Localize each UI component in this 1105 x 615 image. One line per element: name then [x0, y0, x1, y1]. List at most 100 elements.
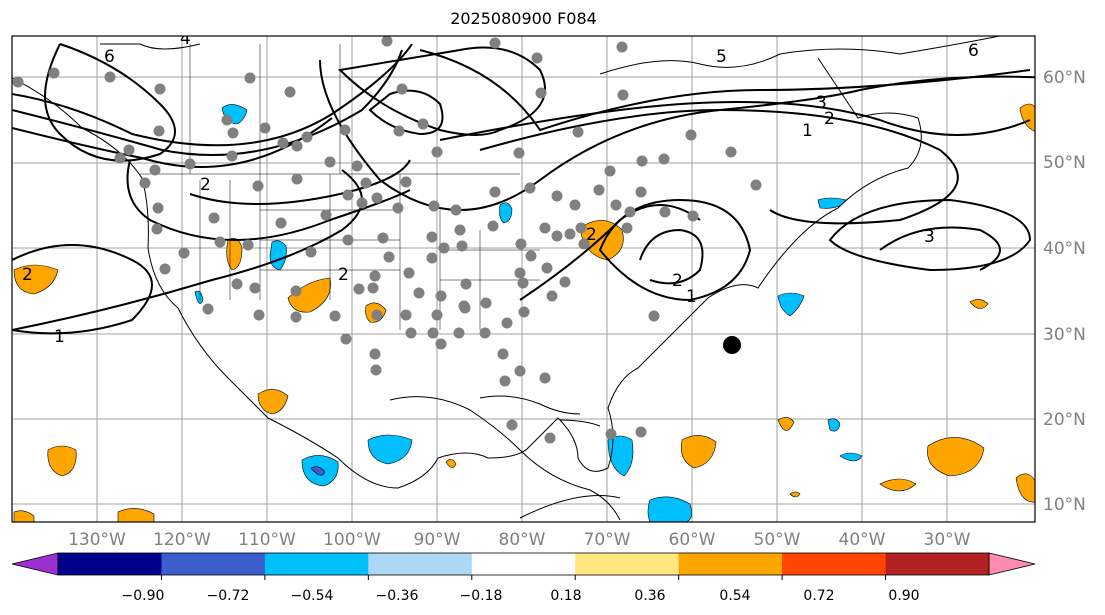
station-marker — [578, 238, 590, 250]
station-marker — [342, 189, 354, 201]
station-marker — [284, 86, 296, 98]
lon-labels: 130°W 120°W 110°W 100°W 90°W 80°W 70°W 6… — [68, 530, 971, 550]
contour-label: 3 — [924, 227, 935, 247]
station-marker — [320, 209, 332, 221]
station-marker — [149, 164, 161, 176]
station-marker — [454, 224, 466, 236]
contour-label: 2 — [672, 271, 683, 291]
station-marker — [546, 290, 558, 302]
station-marker — [48, 67, 60, 79]
station-marker — [687, 210, 699, 222]
station-marker — [535, 87, 547, 99]
station-marker — [539, 372, 551, 384]
station-marker — [489, 186, 501, 198]
station-marker — [413, 287, 425, 299]
station-marker — [435, 338, 447, 350]
station-marker — [154, 83, 166, 95]
station-marker — [480, 297, 492, 309]
station-marker — [525, 250, 537, 262]
station-marker — [456, 240, 468, 252]
station-marker — [227, 127, 239, 139]
map-title: 2025080900 F084 — [450, 9, 597, 28]
lon-label: 90°W — [414, 530, 461, 550]
lon-label: 60°W — [669, 530, 716, 550]
station-marker — [514, 365, 526, 377]
station-marker — [12, 76, 24, 88]
lat-label: 30°N — [1043, 325, 1086, 345]
station-marker — [648, 310, 660, 322]
station-marker — [427, 327, 439, 339]
station-marker — [249, 282, 261, 294]
colorbar-extend-low — [11, 552, 59, 576]
station-marker — [178, 247, 190, 259]
station-marker — [593, 184, 605, 196]
station-marker — [305, 246, 317, 258]
station-marker — [221, 114, 233, 126]
station-marker — [329, 310, 341, 322]
station-marker — [539, 222, 551, 234]
station-marker — [383, 251, 395, 263]
colorbar-tick-label: 0.54 — [719, 588, 750, 604]
lat-label: 20°N — [1043, 410, 1086, 430]
lon-label: 110°W — [238, 530, 296, 550]
station-marker — [371, 192, 383, 204]
station-marker — [291, 173, 303, 185]
coastlines — [12, 36, 1003, 521]
station-marker — [353, 283, 365, 295]
station-marker — [564, 228, 576, 240]
station-marker — [400, 309, 412, 321]
station-marker — [417, 118, 429, 130]
lon-label: 80°W — [499, 530, 546, 550]
station-marker — [324, 156, 336, 168]
lon-label: 30°W — [924, 530, 971, 550]
station-marker — [610, 199, 622, 211]
station-marker — [339, 124, 351, 136]
lat-labels: 60°N 50°N 40°N 30°N 20°N 10°N — [1043, 68, 1086, 515]
station-marker — [231, 278, 243, 290]
station-marker — [426, 231, 438, 243]
station-marker — [370, 364, 382, 376]
station-marker — [244, 72, 256, 84]
station-marker — [301, 131, 313, 143]
station-marker — [151, 223, 163, 235]
colorbar-extend-high — [988, 552, 1036, 576]
station-marker — [658, 153, 670, 165]
station-marker — [226, 150, 238, 162]
station-marker — [123, 144, 135, 156]
contour-label: 1 — [686, 287, 697, 307]
station-marker — [252, 180, 264, 192]
station-marker — [551, 230, 563, 242]
station-marker — [242, 239, 254, 251]
station-marker — [506, 419, 518, 431]
station-marker — [275, 217, 287, 229]
colorbar-tick-label: −0.18 — [460, 588, 503, 604]
contour-label: 2 — [824, 109, 835, 129]
station-marker — [360, 177, 372, 189]
station-markers — [12, 36, 762, 444]
contour-label: 1 — [802, 121, 813, 141]
colorbar-tick-label: −0.90 — [122, 588, 165, 604]
station-marker — [551, 190, 563, 202]
station-marker — [616, 41, 628, 53]
station-marker — [524, 182, 536, 194]
station-marker — [559, 276, 571, 288]
station-marker — [277, 137, 289, 149]
station-marker — [575, 222, 587, 234]
station-marker — [403, 267, 415, 279]
station-marker — [531, 52, 543, 64]
contour-label: 6 — [104, 47, 115, 67]
colorbar-tick-label: −0.72 — [207, 588, 250, 604]
station-marker — [572, 126, 584, 138]
station-marker — [514, 267, 526, 279]
colorbar-segment — [575, 553, 680, 575]
colorbar-border — [57, 552, 990, 576]
station-marker — [139, 177, 151, 189]
station-marker — [396, 83, 408, 95]
station-marker — [428, 200, 440, 212]
station-marker — [544, 432, 556, 444]
station-marker — [208, 212, 220, 224]
lon-label: 40°W — [839, 530, 886, 550]
colorbar-segment — [782, 553, 887, 575]
station-marker — [479, 327, 491, 339]
station-marker — [431, 309, 443, 321]
